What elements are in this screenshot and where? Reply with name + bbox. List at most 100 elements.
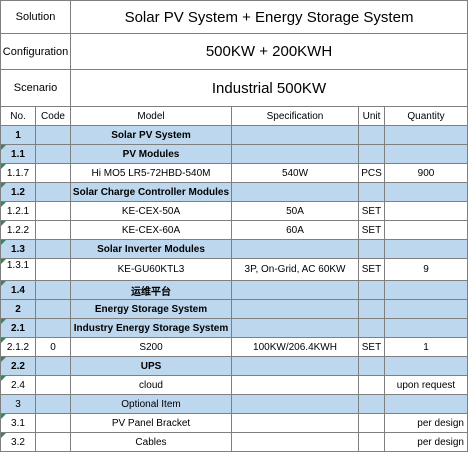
cell-code	[35, 258, 71, 281]
cell-qty	[384, 318, 468, 338]
cell-qty	[384, 182, 468, 202]
cell-unit: SET	[358, 220, 385, 240]
table-row: 2.2 UPS	[0, 356, 468, 376]
cell-code	[35, 163, 71, 183]
cell-model: PV Panel Bracket	[70, 413, 232, 433]
table-row: 3.2 Cables per design	[0, 432, 468, 452]
cell-qty	[384, 394, 468, 414]
cell-code	[35, 375, 71, 395]
cell-code	[35, 318, 71, 338]
cell-spec: 3P, On-Grid, AC 60KW	[231, 258, 359, 281]
cell-qty: 900	[384, 163, 468, 183]
table-body: 1 Solar PV System 1.1 PV Modules 1.1.7 Hi MO5…	[0, 125, 468, 452]
column-header-model: Model	[70, 106, 232, 126]
cell-no: 2.2	[0, 356, 36, 376]
table-row: 1.2 Solar Charge Controller Modules	[0, 182, 468, 202]
solution-value: Solar PV System + Energy Storage System	[70, 0, 468, 34]
solution-row: Solution Solar PV System + Energy Storag…	[0, 0, 468, 34]
cell-code	[35, 356, 71, 376]
cell-model: Energy Storage System	[70, 299, 232, 319]
cell-qty	[384, 220, 468, 240]
cell-no: 3	[0, 394, 36, 414]
cell-code	[35, 144, 71, 164]
cell-code	[35, 394, 71, 414]
cell-no: 1.3.1	[0, 258, 36, 281]
cell-model: Optional Item	[70, 394, 232, 414]
column-header-quantity: Quantity	[384, 106, 468, 126]
cell-spec: 60A	[231, 220, 359, 240]
cell-code	[35, 299, 71, 319]
table-row: 2.1 Industry Energy Storage System	[0, 318, 468, 338]
cell-model: S200	[70, 337, 232, 357]
cell-qty: 9	[384, 258, 468, 281]
cell-unit	[358, 318, 385, 338]
cell-unit	[358, 182, 385, 202]
cell-model: KE-GU60KTL3	[70, 258, 232, 281]
cell-no: 1.2.1	[0, 201, 36, 221]
cell-unit	[358, 375, 385, 395]
column-header-specification: Specification	[231, 106, 359, 126]
cell-unit	[358, 356, 385, 376]
cell-model: Industry Energy Storage System	[70, 318, 232, 338]
cell-no: 2	[0, 299, 36, 319]
table-row: 1.1.7 Hi MO5 LR5-72HBD-540M 540W PCS 900	[0, 163, 468, 183]
cell-unit: SET	[358, 337, 385, 357]
cell-qty	[384, 125, 468, 145]
cell-code	[35, 201, 71, 221]
cell-model: 运维平台	[70, 280, 232, 300]
cell-no: 1.2	[0, 182, 36, 202]
cell-unit: PCS	[358, 163, 385, 183]
cell-model: KE-CEX-60A	[70, 220, 232, 240]
cell-spec	[231, 125, 359, 145]
cell-unit	[358, 394, 385, 414]
cell-model: cloud	[70, 375, 232, 395]
cell-qty	[384, 144, 468, 164]
cell-code: 0	[35, 337, 71, 357]
cell-no: 1.3	[0, 239, 36, 259]
cell-spec	[231, 280, 359, 300]
cell-spec: 50A	[231, 201, 359, 221]
cell-spec: 100KW/206.4KWH	[231, 337, 359, 357]
configuration-label: Configuration	[0, 33, 71, 70]
column-header-unit: Unit	[358, 106, 385, 126]
table-row: 1 Solar PV System	[0, 125, 468, 145]
cell-spec	[231, 299, 359, 319]
cell-unit	[358, 125, 385, 145]
cell-qty	[384, 299, 468, 319]
summary-table: Solution Solar PV System + Energy Storag…	[0, 0, 468, 107]
cell-code	[35, 413, 71, 433]
table-row: 1.2.1 KE-CEX-50A 50A SET	[0, 201, 468, 221]
cell-unit	[358, 280, 385, 300]
scenario-value: Industrial 500KW	[70, 69, 468, 107]
cell-code	[35, 125, 71, 145]
cell-spec	[231, 356, 359, 376]
cell-spec	[231, 144, 359, 164]
bom-table: No. Code Model Specification Unit Quanti…	[0, 106, 468, 452]
cell-no: 2.4	[0, 375, 36, 395]
cell-qty	[384, 201, 468, 221]
table-row: 1.3.1 KE-GU60KTL3 3P, On-Grid, AC 60KW SET 9	[0, 258, 468, 281]
cell-model: Solar Charge Controller Modules	[70, 182, 232, 202]
cell-unit	[358, 144, 385, 164]
cell-model: PV Modules	[70, 144, 232, 164]
cell-model: UPS	[70, 356, 232, 376]
table-row: 1.4 运维平台	[0, 280, 468, 300]
cell-qty	[384, 239, 468, 259]
cell-code	[35, 220, 71, 240]
scenario-row: Scenario Industrial 500KW	[0, 69, 468, 107]
configuration-value: 500KW + 200KWH	[70, 33, 468, 70]
cell-spec	[231, 375, 359, 395]
cell-spec	[231, 318, 359, 338]
cell-spec: 540W	[231, 163, 359, 183]
cell-model: Solar Inverter Modules	[70, 239, 232, 259]
cell-model: Hi MO5 LR5-72HBD-540M	[70, 163, 232, 183]
cell-code	[35, 239, 71, 259]
table-row: 1.1 PV Modules	[0, 144, 468, 164]
cell-spec	[231, 239, 359, 259]
cell-code	[35, 280, 71, 300]
column-header-code: Code	[35, 106, 71, 126]
cell-unit: SET	[358, 258, 385, 281]
cell-qty: 1	[384, 337, 468, 357]
cell-spec	[231, 413, 359, 433]
cell-no: 1.1.7	[0, 163, 36, 183]
